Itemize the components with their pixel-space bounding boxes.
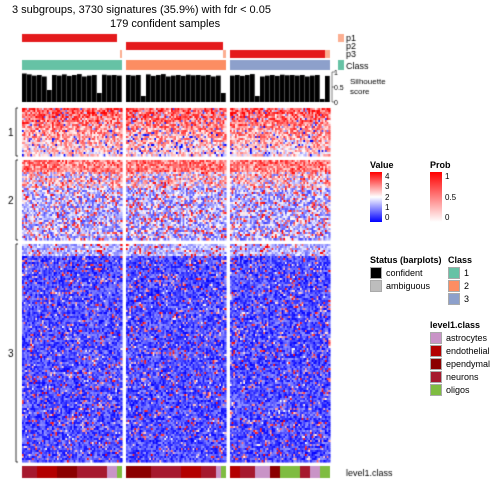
- title-line-1: 3 subgroups, 3730 signatures (35.9%) wit…: [12, 4, 271, 16]
- title-line-2: 179 confident samples: [110, 18, 220, 30]
- figure-root: 3 subgroups, 3730 signatures (35.9%) wit…: [0, 0, 504, 504]
- legend-level1-class: level1.classastrocytesendothelialependym…: [430, 320, 490, 397]
- legend-prob: Prob10.50: [430, 160, 456, 222]
- legend-status-barplots-: Status (barplots)confidentambiguous: [370, 255, 442, 293]
- legend-class: Class123: [448, 255, 472, 306]
- legend-value: Value43210: [370, 160, 394, 222]
- heatmap-canvas: [0, 0, 504, 504]
